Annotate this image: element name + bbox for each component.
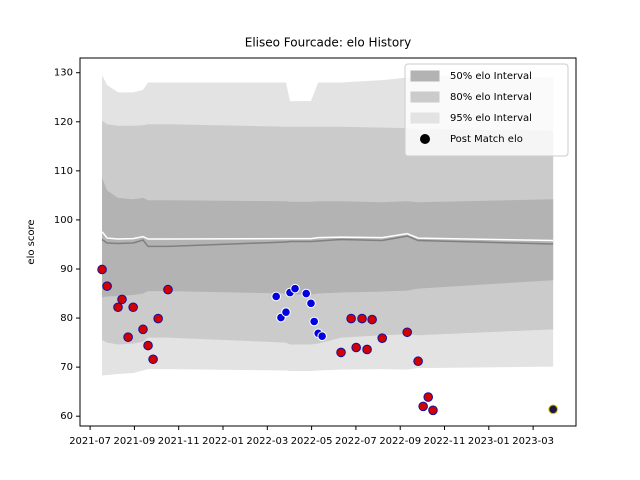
legend-label: Post Match elo bbox=[450, 134, 523, 145]
data-point bbox=[362, 344, 372, 355]
data-point bbox=[113, 302, 123, 313]
data-point bbox=[357, 313, 367, 324]
x-tick-label: 2021-07 bbox=[69, 436, 111, 447]
data-point bbox=[402, 327, 413, 338]
y-tick-label: 120 bbox=[54, 117, 73, 128]
data-point bbox=[428, 405, 438, 416]
y-tick-label: 60 bbox=[60, 411, 73, 422]
x-tick-label: 2022-07 bbox=[335, 436, 377, 447]
data-point bbox=[418, 401, 428, 412]
data-point bbox=[306, 298, 316, 309]
legend-label: 80% elo Interval bbox=[450, 92, 532, 103]
data-point bbox=[281, 307, 291, 317]
legend-swatch bbox=[410, 91, 440, 103]
legend-marker bbox=[420, 134, 430, 144]
legend-swatch bbox=[410, 112, 440, 124]
x-tick-label: 2022-03 bbox=[246, 436, 288, 447]
data-point bbox=[128, 302, 138, 313]
data-point bbox=[301, 288, 312, 299]
data-point bbox=[271, 291, 281, 302]
x-tick-label: 2023-01 bbox=[468, 436, 510, 447]
data-point bbox=[423, 392, 434, 402]
axes-frame bbox=[79, 57, 577, 427]
x-tick-label: 2021-09 bbox=[114, 436, 156, 447]
data-point bbox=[290, 283, 300, 294]
x-tick-label: 2022-09 bbox=[379, 436, 421, 447]
legend: 50% elo Interval 80% elo Interval 95% elo … bbox=[404, 63, 569, 157]
data-point bbox=[317, 331, 327, 342]
legend-swatch bbox=[410, 70, 440, 82]
y-tick-label: 90 bbox=[60, 264, 73, 275]
data-point bbox=[117, 294, 127, 305]
x-tick-label: 2023-03 bbox=[512, 436, 554, 447]
chart-title: Eliseo Fourcade: elo History bbox=[245, 36, 412, 50]
data-point bbox=[163, 284, 173, 295]
x-tick-label: 2022-01 bbox=[202, 436, 244, 447]
data-point bbox=[336, 347, 346, 358]
data-point bbox=[97, 264, 107, 275]
data-point bbox=[351, 342, 361, 353]
y-tick-label: 130 bbox=[54, 68, 73, 79]
x-tick-label: 2021-11 bbox=[158, 436, 200, 447]
y-tick-label: 80 bbox=[60, 313, 73, 324]
y-tick-label: 110 bbox=[54, 166, 73, 177]
data-point bbox=[309, 316, 319, 327]
y-axis-label: elo score bbox=[26, 219, 37, 264]
x-tick-label: 2022-11 bbox=[424, 436, 466, 447]
data-point bbox=[138, 324, 148, 335]
data-point bbox=[367, 314, 377, 325]
y-tick-label: 70 bbox=[60, 362, 73, 373]
data-point bbox=[102, 281, 112, 291]
legend-box bbox=[404, 63, 569, 157]
trend-line bbox=[101, 235, 554, 248]
data-point bbox=[377, 333, 388, 343]
data-point bbox=[548, 404, 558, 415]
data-point bbox=[153, 313, 163, 324]
data-point bbox=[413, 356, 423, 367]
legend-label: 95% elo Interval bbox=[450, 113, 532, 124]
data-point bbox=[346, 313, 356, 324]
trend-line bbox=[101, 231, 554, 242]
y-tick-label: 100 bbox=[54, 215, 73, 226]
data-point bbox=[143, 340, 153, 351]
x-tick-label: 2022-05 bbox=[291, 436, 333, 447]
data-point bbox=[123, 332, 133, 342]
data-point bbox=[148, 354, 158, 365]
legend-label: 50% elo Interval bbox=[450, 71, 532, 82]
